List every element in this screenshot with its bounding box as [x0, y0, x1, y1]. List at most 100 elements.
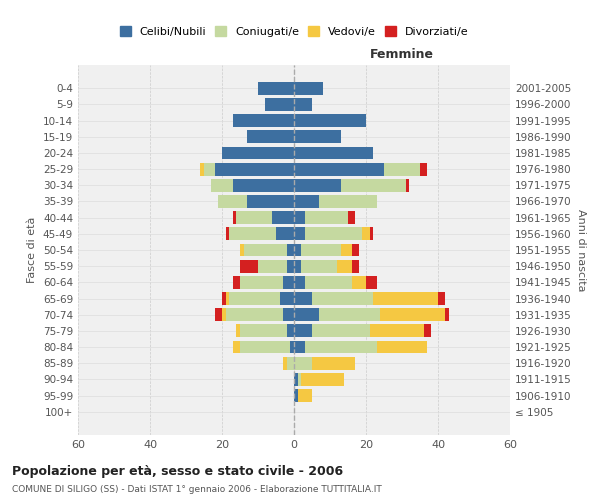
Bar [352, 244, 359, 256]
Bar [312, 324, 370, 338]
Bar [445, 308, 449, 321]
Bar [298, 389, 312, 402]
Bar [283, 308, 294, 321]
Bar [294, 244, 301, 256]
Bar [341, 179, 406, 192]
Bar [294, 389, 298, 402]
Bar [204, 162, 215, 175]
Bar [240, 276, 283, 289]
Bar [366, 276, 377, 289]
Bar [294, 373, 298, 386]
Text: COMUNE DI SILIGO (SS) - Dati ISTAT 1° gennaio 2006 - Elaborazione TUTTITALIA.IT: COMUNE DI SILIGO (SS) - Dati ISTAT 1° ge… [12, 485, 382, 494]
Bar [200, 162, 204, 175]
Bar [294, 130, 341, 143]
Bar [222, 146, 294, 160]
Bar [240, 244, 244, 256]
Y-axis label: Anni di nascita: Anni di nascita [575, 209, 586, 291]
Bar [420, 162, 427, 175]
Bar [258, 260, 287, 272]
Bar [294, 276, 305, 289]
Bar [240, 340, 290, 353]
Bar [240, 260, 258, 272]
Bar [215, 162, 294, 175]
Bar [294, 195, 319, 208]
Bar [301, 244, 341, 256]
Bar [226, 308, 283, 321]
Bar [294, 260, 301, 272]
Bar [380, 308, 445, 321]
Bar [236, 211, 272, 224]
Bar [272, 211, 294, 224]
Bar [305, 228, 362, 240]
Bar [287, 324, 294, 338]
Bar [377, 340, 427, 353]
Bar [370, 228, 373, 240]
Bar [305, 211, 348, 224]
Bar [287, 356, 294, 370]
Bar [301, 260, 337, 272]
Bar [424, 324, 431, 338]
Bar [348, 211, 355, 224]
Bar [294, 162, 384, 175]
Bar [294, 179, 341, 192]
Bar [218, 195, 247, 208]
Bar [280, 292, 294, 305]
Bar [258, 82, 294, 95]
Bar [247, 130, 294, 143]
Bar [294, 146, 373, 160]
Bar [301, 373, 344, 386]
Bar [294, 82, 323, 95]
Bar [240, 324, 287, 338]
Bar [294, 114, 366, 127]
Bar [370, 324, 424, 338]
Bar [222, 292, 226, 305]
Bar [233, 114, 294, 127]
Bar [222, 308, 226, 321]
Bar [319, 195, 377, 208]
Bar [312, 356, 355, 370]
Bar [337, 260, 352, 272]
Bar [294, 356, 312, 370]
Bar [215, 308, 222, 321]
Bar [290, 340, 294, 353]
Bar [362, 228, 370, 240]
Bar [298, 373, 301, 386]
Bar [294, 340, 305, 353]
Bar [276, 228, 294, 240]
Bar [312, 292, 373, 305]
Bar [352, 260, 359, 272]
Bar [236, 324, 240, 338]
Y-axis label: Fasce di età: Fasce di età [28, 217, 37, 283]
Text: Popolazione per età, sesso e stato civile - 2006: Popolazione per età, sesso e stato civil… [12, 465, 343, 478]
Bar [229, 292, 280, 305]
Bar [294, 324, 312, 338]
Bar [244, 244, 287, 256]
Bar [294, 211, 305, 224]
Bar [283, 356, 287, 370]
Bar [287, 244, 294, 256]
Bar [233, 340, 240, 353]
Bar [226, 292, 229, 305]
Bar [226, 228, 229, 240]
Bar [305, 340, 377, 353]
Bar [406, 179, 409, 192]
Bar [319, 308, 380, 321]
Bar [294, 228, 305, 240]
Bar [305, 276, 352, 289]
Bar [294, 292, 312, 305]
Bar [233, 276, 240, 289]
Bar [287, 260, 294, 272]
Bar [233, 211, 236, 224]
Legend: Celibi/Nubili, Coniugati/e, Vedovi/e, Divorziati/e: Celibi/Nubili, Coniugati/e, Vedovi/e, Di… [116, 22, 472, 40]
Bar [233, 179, 294, 192]
Bar [247, 195, 294, 208]
Bar [373, 292, 438, 305]
Bar [341, 244, 352, 256]
Bar [211, 179, 233, 192]
Bar [265, 98, 294, 111]
Bar [352, 276, 366, 289]
Text: Femmine: Femmine [370, 48, 434, 62]
Bar [294, 98, 312, 111]
Bar [438, 292, 445, 305]
Bar [229, 228, 276, 240]
